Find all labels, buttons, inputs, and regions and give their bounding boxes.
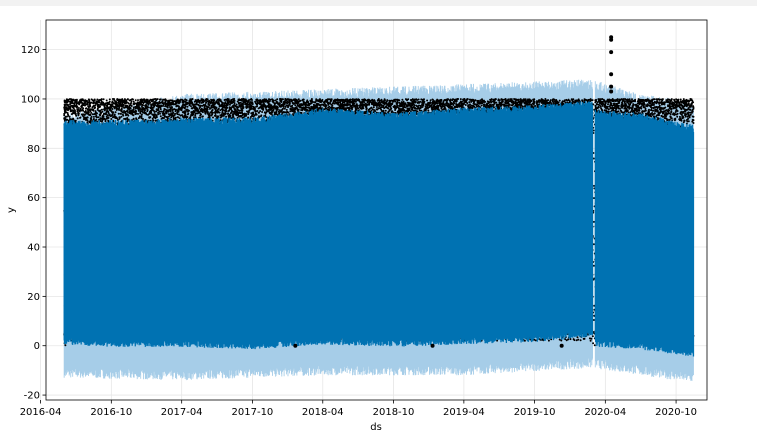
- axis-ticks: 2016-04 2016-10 2017-04 2017-10 2018-04 2018-…: [20, 45, 697, 418]
- outlier-point: [609, 72, 614, 77]
- y-tick-label: 40: [27, 243, 40, 254]
- y-tick-label: 60: [27, 193, 40, 204]
- outlier-point: [430, 343, 435, 348]
- y-tick-label: 80: [27, 144, 40, 155]
- x-tick-label: 2016-10: [90, 407, 132, 418]
- x-tick-label: 2019-10: [514, 407, 556, 418]
- x-tick-label: 2017-04: [161, 407, 203, 418]
- outlier-point: [609, 89, 614, 94]
- plot-marks: [63, 35, 695, 381]
- x-tick-label: 2016-04: [20, 407, 62, 418]
- outlier-point: [609, 50, 614, 55]
- y-tick-label: 20: [27, 292, 40, 303]
- x-tick-label: 2017-10: [232, 407, 274, 418]
- y-tick-label: 120: [21, 45, 40, 56]
- outlier-point: [609, 37, 614, 42]
- y-tick-label: -20: [24, 391, 40, 402]
- outlier-point: [559, 343, 564, 348]
- y-axis-title: y: [6, 207, 17, 213]
- y-tick-label: 0: [34, 341, 40, 352]
- x-tick-label: 2018-10: [373, 407, 415, 418]
- x-axis-title: ds: [370, 422, 382, 433]
- plot-frame: [45, 19, 708, 401]
- x-tick-label: 2020-04: [584, 407, 626, 418]
- x-tick-label: 2019-04: [443, 407, 485, 418]
- outlier-point: [293, 343, 298, 348]
- y-tick-label: 100: [21, 94, 40, 105]
- x-tick-label: 2020-10: [655, 407, 697, 418]
- outlier-point: [609, 84, 614, 89]
- x-tick-label: 2018-04: [302, 407, 344, 418]
- top-strip: [0, 0, 757, 6]
- forecast-band: [63, 101, 695, 357]
